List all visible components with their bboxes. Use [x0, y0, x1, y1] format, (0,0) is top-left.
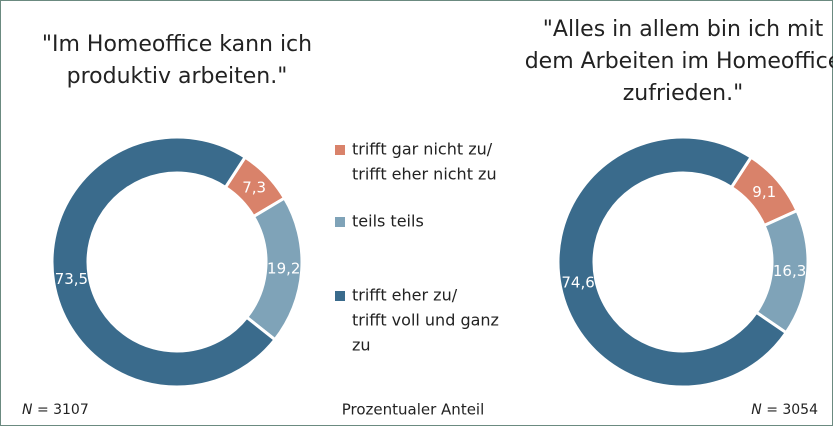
legend-swatch — [335, 145, 345, 155]
chart-title: "Im Homeoffice kann ich — [42, 32, 312, 57]
chart-title: dem Arbeiten im Homeoffice — [525, 49, 833, 74]
donut-segment — [50, 135, 278, 389]
legend-label: trifft gar nicht zu/ — [352, 140, 493, 159]
footer: Prozentualer Anteil — [342, 401, 485, 419]
legend-label: trifft eher nicht zu — [352, 165, 497, 184]
chart-title: "Alles in allem bin ich mit — [543, 17, 824, 42]
n-text: = 3107 — [37, 402, 89, 418]
chart-title: produktiv arbeiten." — [67, 64, 288, 89]
data-label: 73,5 — [55, 270, 88, 288]
data-label: 16,3 — [773, 262, 806, 280]
data-label: 7,3 — [242, 178, 266, 196]
data-label: 19,2 — [267, 260, 300, 278]
legend-label: teils teils — [352, 212, 424, 231]
chart-title: zufrieden." — [623, 81, 743, 106]
legend-label: zu — [352, 336, 371, 355]
data-label: 9,1 — [752, 183, 776, 201]
n-note: N = 3107 — [22, 402, 89, 418]
n-note: N = 3054 — [751, 402, 818, 418]
n-symbol: N — [751, 402, 762, 418]
n-symbol: N — [22, 402, 33, 418]
legend-swatch — [335, 291, 345, 301]
data-label: 74,6 — [561, 273, 594, 291]
donut-segment — [556, 135, 789, 389]
n-text: = 3054 — [766, 402, 818, 418]
legend-swatch — [335, 217, 345, 227]
legend-label: trifft eher zu/ — [352, 286, 458, 305]
legend-label: trifft voll und ganz — [352, 311, 499, 330]
